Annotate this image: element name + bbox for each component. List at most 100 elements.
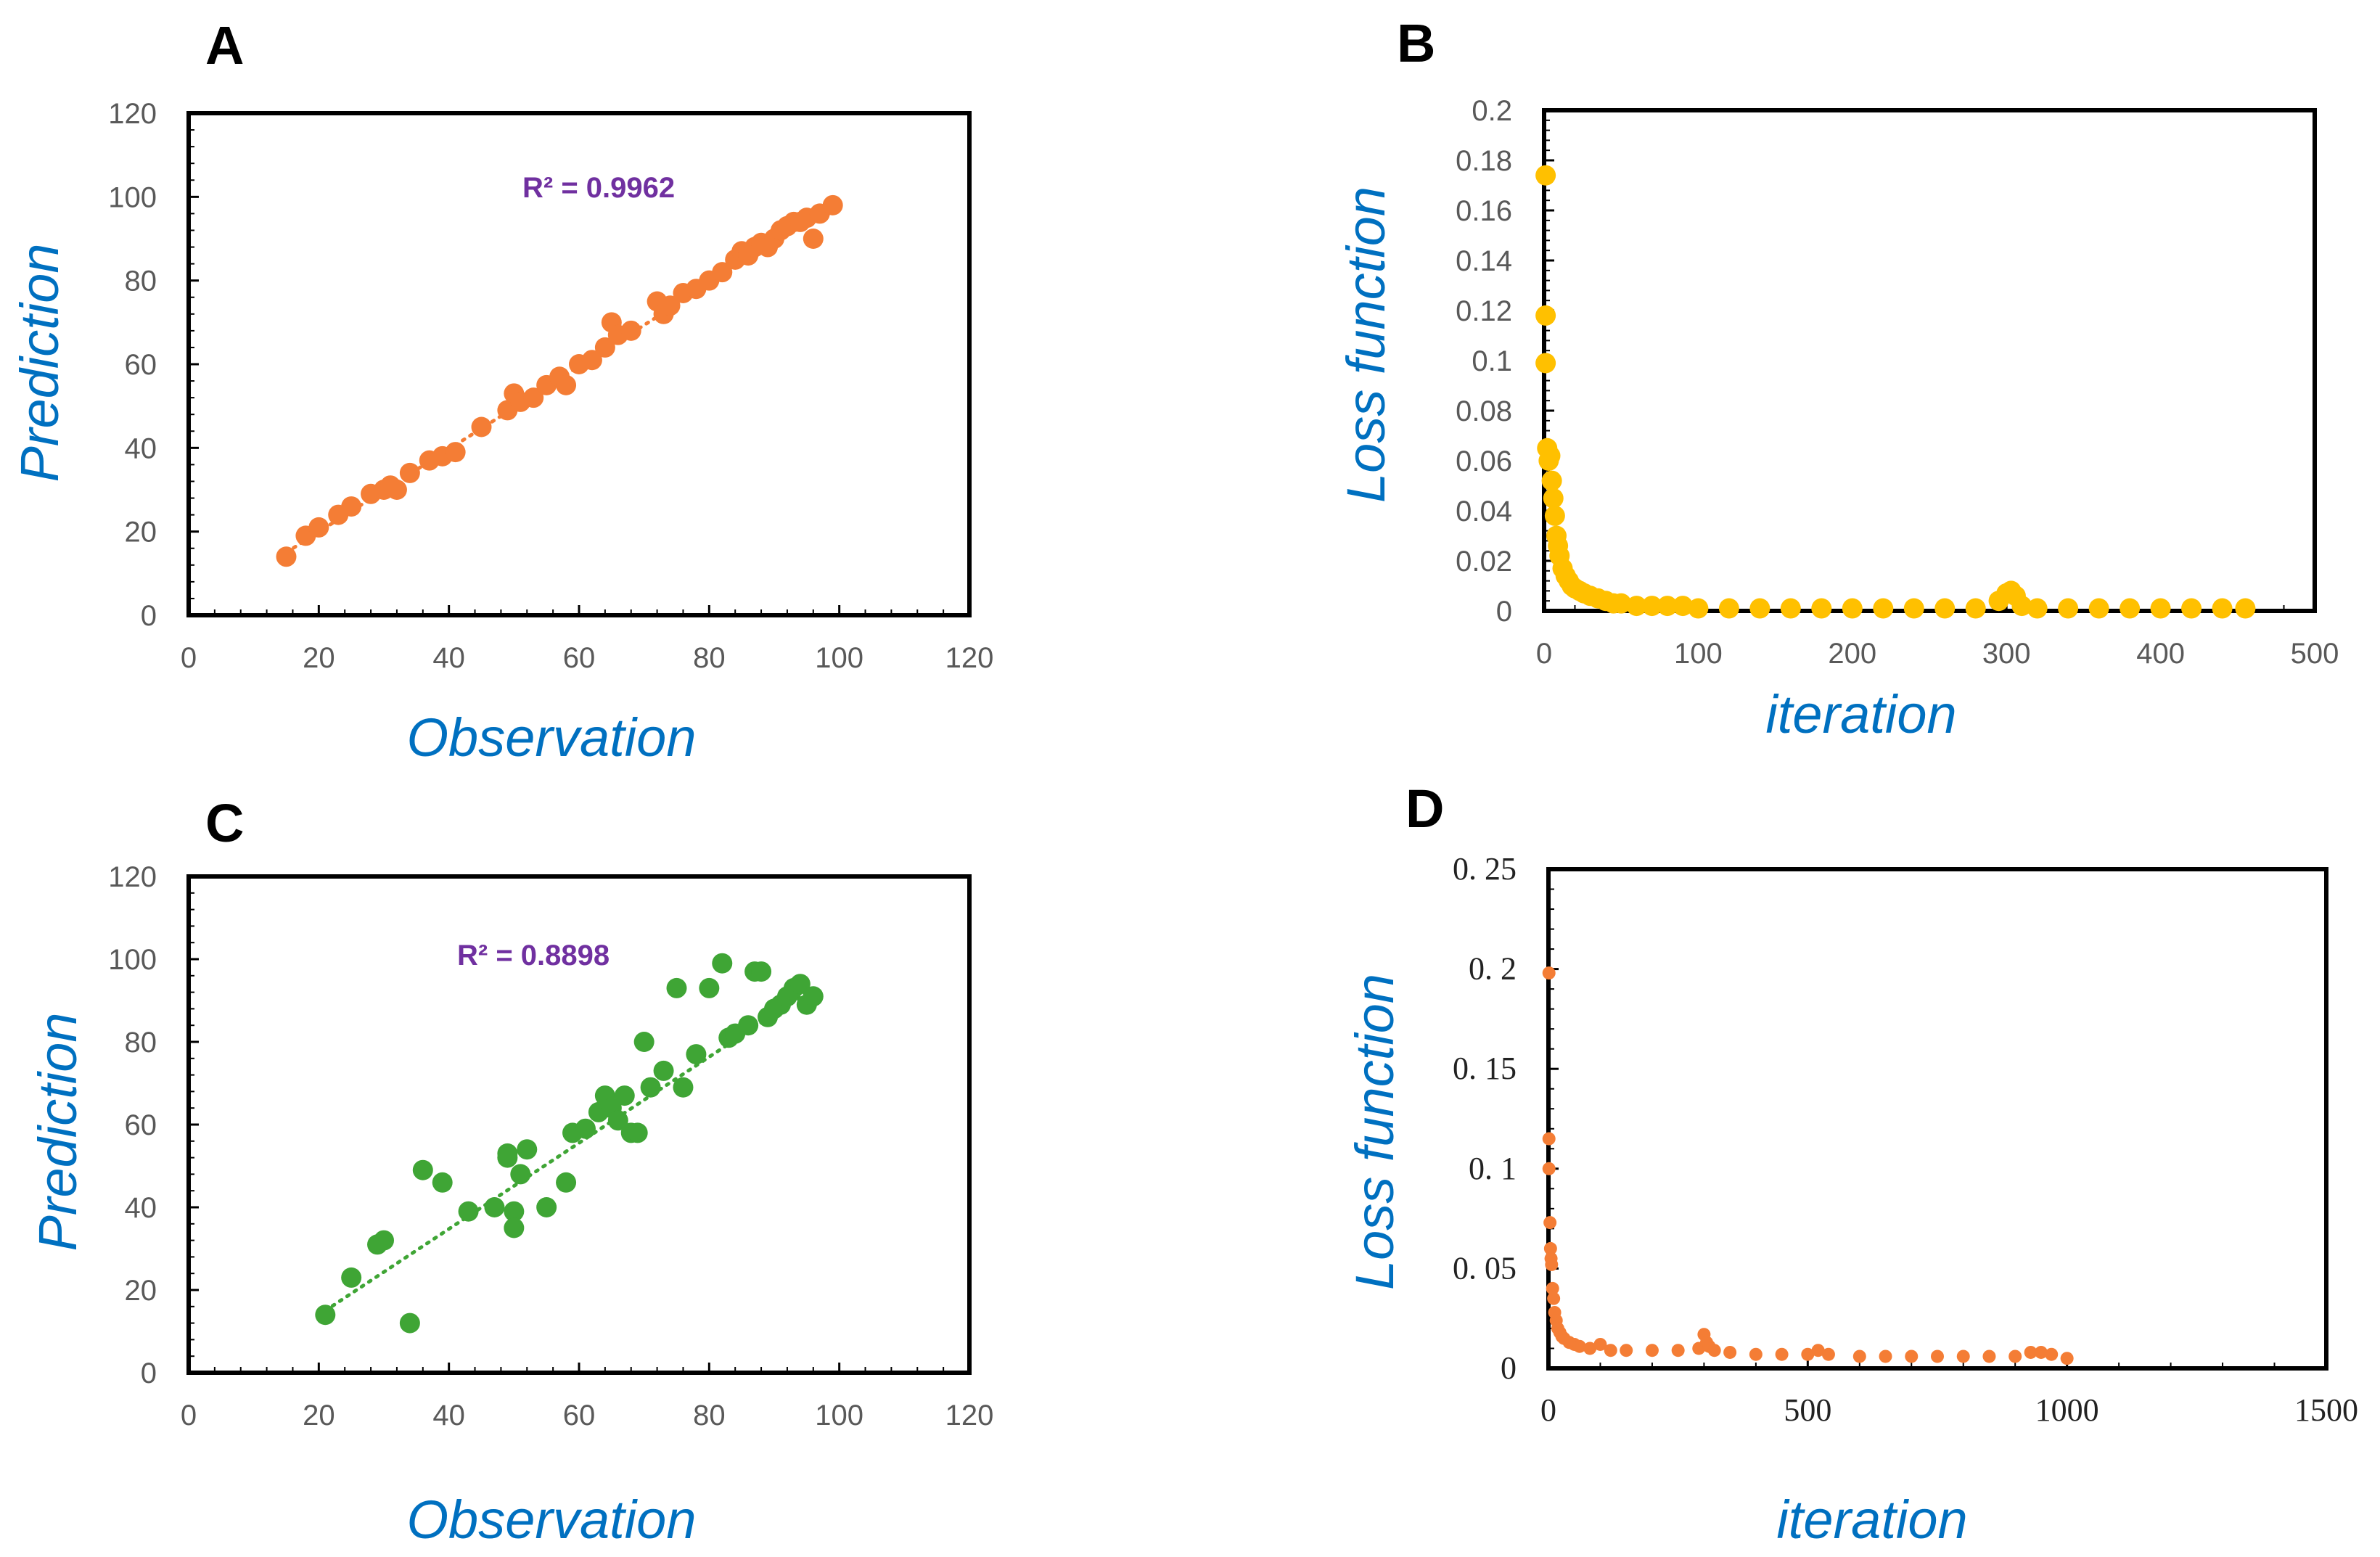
- panel-b-x-tick-label: 300: [1982, 638, 2031, 670]
- panel-b-points: [1535, 165, 2256, 619]
- panel-d-data-point: [1543, 1241, 1557, 1255]
- panel-d-x-title: iteration: [1776, 1490, 1967, 1550]
- panel-c-data-point: [699, 977, 720, 998]
- panel-d-ticks: 0 500 1000 1500 0 0. 05 0. 1 0. 15 0. 2 0. 25: [1453, 851, 2358, 1428]
- panel-b-x-tick-label: 100: [1674, 638, 1723, 670]
- panel-d-frame: [1546, 867, 2328, 1371]
- panel-c-x-title: Observation: [407, 1490, 697, 1550]
- panel-c-y-tick-label: 20: [125, 1275, 157, 1307]
- panel-d-data-point: [1905, 1349, 1919, 1363]
- panel-d-x-tick-label: 500: [1784, 1392, 1831, 1428]
- panel-b-data-point: [2181, 598, 2202, 619]
- panel-c-y-tick-label: 80: [125, 1027, 157, 1059]
- panel-c-x-tick-label: 80: [693, 1400, 726, 1431]
- panel-d-y-tick-label: 0. 05: [1453, 1250, 1517, 1286]
- panel-b-data-point: [1611, 593, 1632, 614]
- panel-c-x-tick-label: 60: [563, 1400, 596, 1431]
- panel-d-y-tick-label: 0. 1: [1469, 1151, 1517, 1186]
- panel-d-data-point: [1982, 1349, 1996, 1363]
- panel-a-x-tick-label: 20: [303, 642, 335, 674]
- panel-c-data-point: [607, 1110, 628, 1131]
- panel-c-data-point: [653, 1060, 674, 1081]
- panel-d-data-point: [1542, 1132, 1556, 1146]
- panel-c-data-point: [666, 977, 687, 998]
- panel-b-x-tick-label: 400: [2136, 638, 2185, 670]
- panel-a-data-point: [712, 262, 733, 283]
- panel-a-data-point: [556, 374, 577, 395]
- panel-a-data-point: [308, 517, 329, 538]
- panel-a-data-point: [822, 194, 843, 215]
- panel-c-data-point: [627, 1122, 648, 1143]
- panel-c-data-point: [504, 1201, 525, 1222]
- panel-d-data-point: [1707, 1344, 1721, 1357]
- panel-b-data-point: [1657, 596, 1678, 617]
- panel-b-data-point: [1544, 505, 1565, 526]
- panel-b-x-title: iteration: [1765, 684, 1956, 744]
- panel-c-data-point: [504, 1217, 525, 1238]
- panel-c-data-point: [751, 961, 772, 982]
- panel-c-y-tick-label: 120: [108, 861, 157, 893]
- panel-a-data-point: [341, 496, 362, 517]
- panel-d-data-point: [2008, 1349, 2022, 1363]
- panel-c-r2-label: R² = 0.8898: [457, 940, 610, 971]
- panel-a-r2-label: R² = 0.9962: [522, 172, 675, 204]
- panel-a-data-point: [445, 442, 466, 463]
- panel-d-y-tick-label: 0. 15: [1453, 1051, 1517, 1086]
- panel-c-data-point: [341, 1267, 362, 1288]
- panel-d-x-tick-label: 0: [1540, 1392, 1556, 1428]
- panel-b-data-point: [1688, 598, 1709, 619]
- panel-a-data-point: [620, 320, 641, 341]
- panel-b-y-tick-label: 0.2: [1472, 95, 1512, 127]
- panel-a-points: [276, 194, 843, 567]
- panel-d-y-tick-label: 0: [1501, 1350, 1517, 1386]
- panel-c-y-title: Prediction: [28, 1012, 88, 1251]
- panel-c-data-point: [374, 1230, 394, 1251]
- panel-b-data-point: [1641, 596, 1662, 617]
- panel-b-ticks: 0 100 200 300 400 500 0 0.02 0.04 0.06 0.08 0.1 0.12…: [1456, 95, 2339, 670]
- panel-b-data-point: [2212, 598, 2233, 619]
- panel-d-data-point: [1931, 1349, 1944, 1363]
- panel-b-data-point: [1842, 598, 1863, 619]
- panel-a-y-tick-label: 80: [125, 266, 157, 297]
- panel-b-y-tick-label: 0.04: [1456, 496, 1512, 527]
- panel-c-data-point: [673, 1077, 694, 1098]
- panel-a-data-point: [386, 480, 407, 500]
- panel-a-x-tick-label: 120: [945, 642, 994, 674]
- panel-a-x-tick-label: 40: [432, 642, 465, 674]
- panel-d-plot-frame: [1546, 867, 2328, 1371]
- panel-b-y-tick-label: 0.12: [1456, 295, 1512, 327]
- panel-a-data-point: [660, 295, 681, 316]
- panel-c-ticks: 0 20 40 60 80 100 120 0 20 40 60 80 100 120: [108, 861, 993, 1431]
- panel-d-letter: D: [1406, 779, 1444, 839]
- panel-d-data-point: [2045, 1347, 2059, 1361]
- panel-b-x-tick-label: 500: [2291, 638, 2339, 670]
- panel-d-data-point: [1604, 1344, 1617, 1357]
- panel-b-data-point: [1749, 598, 1770, 619]
- panel-b-data-point: [2058, 598, 2079, 619]
- panel-b-data-point: [1903, 598, 1924, 619]
- panel-c-data-point: [484, 1197, 505, 1217]
- panel-c-x-tick-label: 100: [815, 1400, 863, 1431]
- panel-b-frame: [1542, 108, 2317, 613]
- panel-d-data-point: [1645, 1344, 1659, 1357]
- panel-b-y-title: Loss function: [1336, 186, 1396, 503]
- panel-c-data-point: [517, 1139, 538, 1160]
- panel-b-data-point: [1934, 598, 1956, 619]
- panel-a-x-tick-label: 80: [693, 642, 726, 674]
- panel-c-data-point: [789, 974, 811, 995]
- panel-b-x-tick-label: 0: [1536, 638, 1552, 670]
- panel-c-y-tick-label: 0: [141, 1357, 157, 1389]
- panel-d-data-point: [1749, 1347, 1763, 1361]
- panel-d-data-point: [1956, 1349, 1970, 1363]
- panel-d-points: [1542, 966, 2074, 1365]
- panel-c-data-point: [556, 1172, 577, 1193]
- panel-b-y-tick-label: 0.16: [1456, 195, 1512, 227]
- panel-b-data-point: [1535, 353, 1556, 374]
- panel-a-data-point: [594, 337, 615, 358]
- panel-a-data-point: [276, 546, 297, 567]
- panel-a-data-point: [523, 387, 544, 408]
- panel-a-y-tick-label: 60: [125, 349, 157, 381]
- panel-b-data-point: [1873, 598, 1894, 619]
- panel-b-y-tick-label: 0: [1496, 596, 1512, 628]
- panel-a-data-point: [803, 229, 824, 249]
